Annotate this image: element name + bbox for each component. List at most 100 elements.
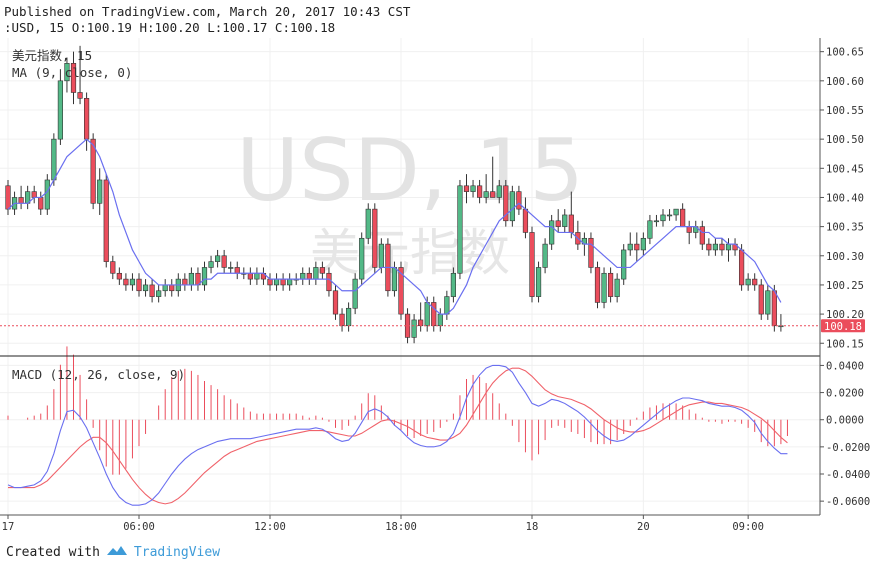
candle [234,261,240,280]
candle [490,156,496,198]
candle [31,185,37,204]
tradingview-brand-link[interactable]: TradingView [133,544,221,560]
candle-body [463,185,470,192]
candle-body [129,278,136,286]
candle-body [503,185,509,222]
candle-body [712,243,718,251]
candle-body [359,237,365,280]
candle [444,290,450,320]
candle [300,267,306,285]
candle-body [738,249,745,286]
candle [483,174,489,204]
footer: Created with TradingView [6,543,220,561]
macd-histogram-layer [7,346,788,475]
time-tick-label: 18:00 [385,521,417,533]
price-tick-label: 100.30 [826,251,864,263]
candle-body [450,272,457,297]
candle [352,273,358,315]
candle [319,261,326,280]
price-tick-label: 100.55 [826,105,864,117]
candle-body [673,208,679,216]
candle [437,308,443,332]
candle-body [345,307,352,327]
cloud-logo-icon[interactable] [106,543,128,561]
candle-body [149,284,155,297]
candle-body [31,191,37,198]
candle [627,232,633,256]
candle [758,279,764,320]
candle-body [634,243,640,251]
candle [116,267,122,285]
candle-body [70,63,77,93]
candle-body [365,208,371,239]
candle [535,261,542,303]
time-axis: 17 06:00 12:00 18:00 18 20 09:00 [2,515,764,533]
candle [162,279,168,297]
candle-body [516,191,522,210]
candle [745,273,751,291]
candle-body [38,197,44,210]
candle [476,179,483,204]
candle [555,209,561,233]
candle [332,284,339,320]
candle-body [457,185,463,274]
watermark-name: 美元指数 [310,224,510,282]
candle-body [398,267,404,315]
candle [182,273,188,291]
candle [123,273,129,291]
candle-body [84,98,90,140]
time-tick-label: 18 [526,521,539,533]
candle [732,238,738,256]
last-price-value: 100.18 [824,321,862,333]
candle-body [44,179,50,210]
candle [260,267,267,285]
candle [778,314,784,332]
price-tick-label: 100.45 [826,163,864,175]
candle-body [77,92,83,99]
candle [431,296,437,332]
candle-body [621,249,627,280]
candle-body [680,208,686,227]
candle-body [418,319,424,327]
candle-body [627,243,633,251]
candle-body [162,284,168,292]
candle-body [97,179,103,204]
candle [25,185,31,210]
candle-body [110,261,116,274]
candle [496,179,502,204]
candle [647,214,653,245]
candle [254,267,260,285]
candle [18,185,24,210]
candle-body [470,185,476,192]
candle [228,261,234,274]
candle [470,179,476,198]
candle [77,45,83,105]
candle [752,273,758,291]
price-axis: 100.65 100.60 100.55 100.50 100.45 100.40 100.… [820,47,864,350]
candle-body [313,267,319,280]
candle [215,249,221,268]
macd-line [7,364,788,506]
candle-body [339,313,345,327]
candle [575,220,581,250]
candle-body [411,319,417,338]
candle-body [607,272,614,297]
candle [169,279,175,297]
price-tick-label: 100.25 [826,280,864,292]
candle-body [535,267,542,297]
candle-body [490,191,496,198]
candle [195,267,201,291]
macd-lines-layer [7,364,788,506]
candle-body [483,191,489,198]
time-tick-label: 06:00 [123,521,155,533]
candle [64,57,70,93]
candle [326,267,332,297]
candle [516,185,522,215]
candle-body [752,278,758,286]
candle [365,203,371,245]
candle [719,238,725,256]
candle-body [188,272,195,286]
candle [136,273,142,297]
price-tick-label: 100.50 [826,134,864,146]
